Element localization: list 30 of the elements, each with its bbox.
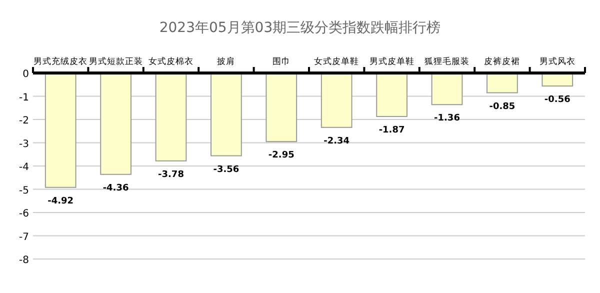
- x-tick-label: 披肩: [217, 56, 236, 67]
- x-tick-label: 皮裤皮裙: [484, 56, 520, 67]
- x-tick-label: 女式皮棉衣: [148, 56, 194, 67]
- x-tick-label: 女式皮单鞋: [314, 56, 360, 67]
- y-tick-label: -2: [19, 116, 29, 126]
- chart-title: 2023年05月第03期三级分类指数跌幅排行榜: [159, 20, 441, 36]
- y-tick-label: -3: [19, 138, 29, 150]
- data-label: -0.85: [489, 102, 516, 112]
- x-tick-label: 男式短款正装: [88, 56, 143, 67]
- data-label: -2.95: [268, 150, 294, 161]
- y-tick-label: -4: [19, 162, 29, 173]
- data-label: -0.56: [544, 95, 570, 106]
- data-label: -1.36: [434, 114, 460, 124]
- y-tick-label: 0: [22, 69, 29, 80]
- data-label: -4.92: [48, 196, 74, 206]
- data-label: -2.34: [324, 136, 350, 146]
- y-tick-label: -8: [19, 255, 29, 266]
- data-label: -3.56: [213, 164, 240, 175]
- y-tick-label: -1: [19, 92, 29, 104]
- y-tick-label: -5: [19, 185, 29, 196]
- data-label: -3.78: [158, 170, 184, 180]
- data-label: -4.36: [102, 183, 129, 194]
- x-tick-label: 男式充绒皮衣: [34, 56, 88, 67]
- data-label: -1.87: [378, 125, 405, 136]
- x-tick-label: 男式风衣: [539, 56, 576, 67]
- x-tick-label: 男式皮单鞋: [369, 56, 414, 67]
- y-tick-label: -6: [19, 208, 29, 220]
- y-tick-label: -7: [19, 232, 29, 243]
- x-tick-label: 围巾: [272, 56, 290, 67]
- x-tick-label: 狐狸毛服装: [424, 56, 470, 67]
